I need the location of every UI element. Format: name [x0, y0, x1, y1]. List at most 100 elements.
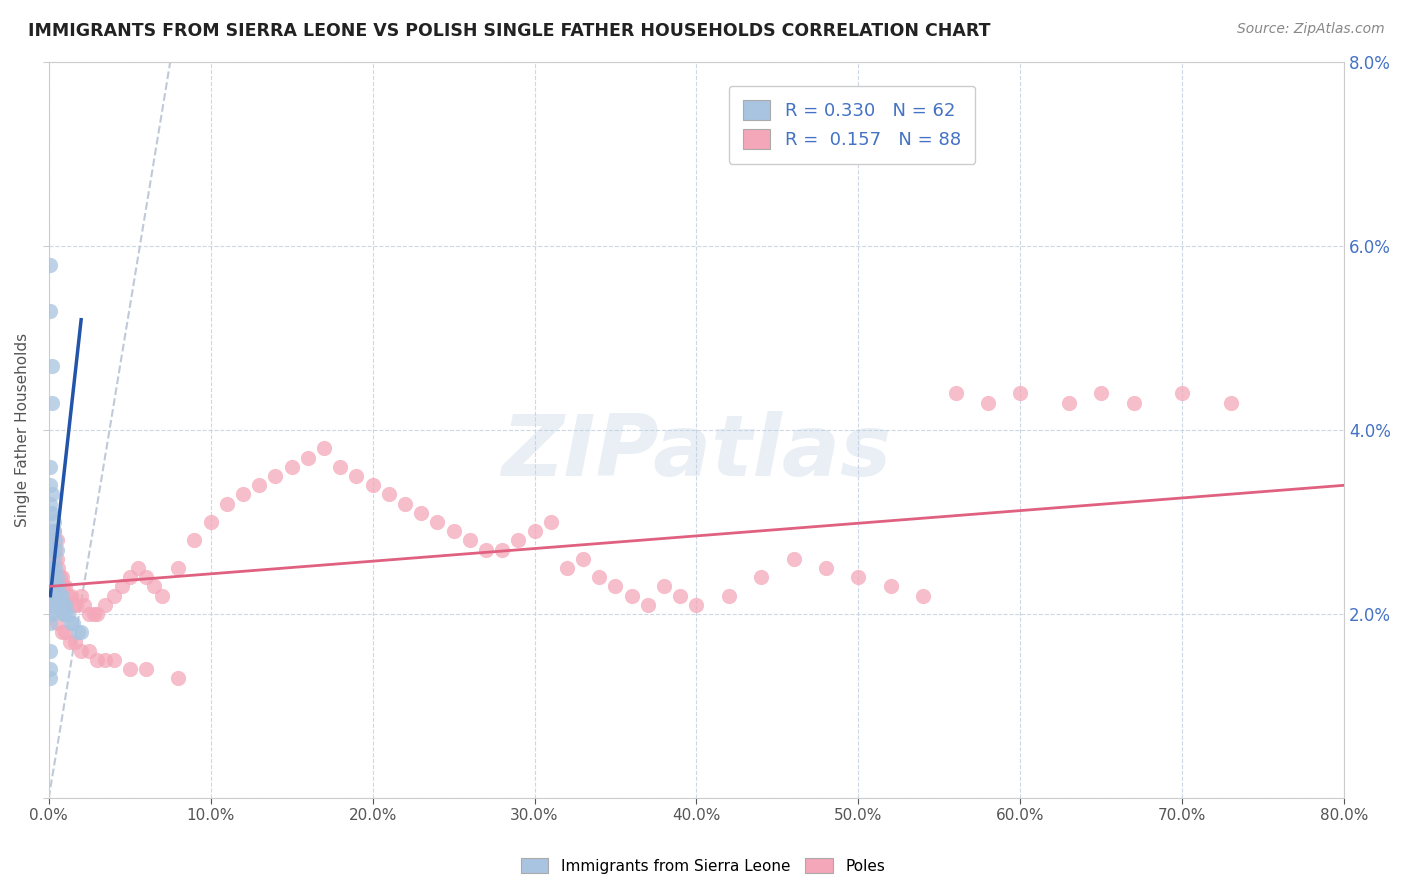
Point: [167, 561, 190, 575]
Point: [848, 570, 870, 584]
Point: [51, 570, 73, 584]
Point: [44, 598, 66, 612]
Point: [86, 607, 108, 621]
Point: [86, 653, 108, 667]
Point: [94, 598, 117, 612]
Point: [42, 524, 65, 539]
Point: [49, 570, 72, 584]
Point: [1090, 386, 1112, 401]
Point: [1122, 395, 1144, 409]
Point: [77, 607, 100, 621]
Point: [39, 598, 62, 612]
Text: ZIPatlas: ZIPatlas: [502, 410, 891, 493]
Point: [247, 478, 270, 492]
Point: [411, 506, 433, 520]
Point: [39, 570, 62, 584]
Point: [41, 570, 63, 584]
Point: [637, 598, 659, 612]
Point: [39, 542, 62, 557]
Point: [880, 579, 903, 593]
Point: [264, 469, 287, 483]
Point: [118, 570, 141, 584]
Point: [183, 533, 205, 548]
Point: [39, 561, 62, 575]
Point: [51, 625, 73, 640]
Point: [1219, 395, 1241, 409]
Point: [45, 616, 67, 631]
Point: [588, 570, 610, 584]
Point: [39, 662, 62, 676]
Point: [63, 634, 86, 648]
Point: [41, 524, 63, 539]
Point: [51, 589, 73, 603]
Y-axis label: Single Father Households: Single Father Households: [15, 333, 30, 527]
Text: Source: ZipAtlas.com: Source: ZipAtlas.com: [1237, 22, 1385, 37]
Point: [70, 625, 93, 640]
Point: [41, 487, 63, 501]
Point: [200, 515, 222, 529]
Point: [685, 598, 707, 612]
Legend: R = 0.330   N = 62, R =  0.157   N = 88: R = 0.330 N = 62, R = 0.157 N = 88: [728, 86, 976, 163]
Point: [540, 515, 562, 529]
Point: [215, 497, 238, 511]
Point: [135, 662, 157, 676]
Point: [53, 607, 76, 621]
Point: [53, 598, 76, 612]
Point: [426, 515, 449, 529]
Point: [475, 542, 498, 557]
Point: [39, 478, 62, 492]
Point: [143, 579, 166, 593]
Point: [62, 598, 84, 612]
Point: [605, 579, 627, 593]
Point: [297, 450, 319, 465]
Point: [59, 634, 82, 648]
Point: [41, 598, 63, 612]
Point: [39, 607, 62, 621]
Point: [1057, 395, 1080, 409]
Point: [42, 570, 65, 584]
Point: [344, 469, 367, 483]
Point: [555, 561, 578, 575]
Point: [39, 258, 62, 272]
Point: [52, 598, 75, 612]
Point: [103, 653, 125, 667]
Point: [51, 598, 73, 612]
Point: [53, 579, 76, 593]
Point: [45, 542, 67, 557]
Point: [39, 303, 62, 318]
Point: [39, 533, 62, 548]
Point: [45, 552, 67, 566]
Point: [42, 589, 65, 603]
Point: [83, 607, 105, 621]
Point: [41, 561, 63, 575]
Point: [118, 662, 141, 676]
Point: [39, 589, 62, 603]
Point: [135, 570, 157, 584]
Point: [44, 561, 66, 575]
Point: [1010, 386, 1032, 401]
Point: [443, 524, 465, 539]
Point: [42, 552, 65, 566]
Point: [45, 589, 67, 603]
Point: [52, 579, 75, 593]
Point: [39, 644, 62, 658]
Point: [42, 579, 65, 593]
Point: [620, 589, 643, 603]
Point: [41, 579, 63, 593]
Point: [508, 533, 530, 548]
Point: [44, 579, 66, 593]
Point: [945, 386, 967, 401]
Point: [41, 359, 63, 373]
Point: [49, 598, 72, 612]
Point: [167, 672, 190, 686]
Point: [60, 589, 83, 603]
Point: [41, 589, 63, 603]
Point: [378, 487, 401, 501]
Point: [41, 395, 63, 409]
Point: [77, 644, 100, 658]
Point: [62, 616, 84, 631]
Point: [1171, 386, 1194, 401]
Point: [39, 672, 62, 686]
Point: [103, 589, 125, 603]
Point: [45, 598, 67, 612]
